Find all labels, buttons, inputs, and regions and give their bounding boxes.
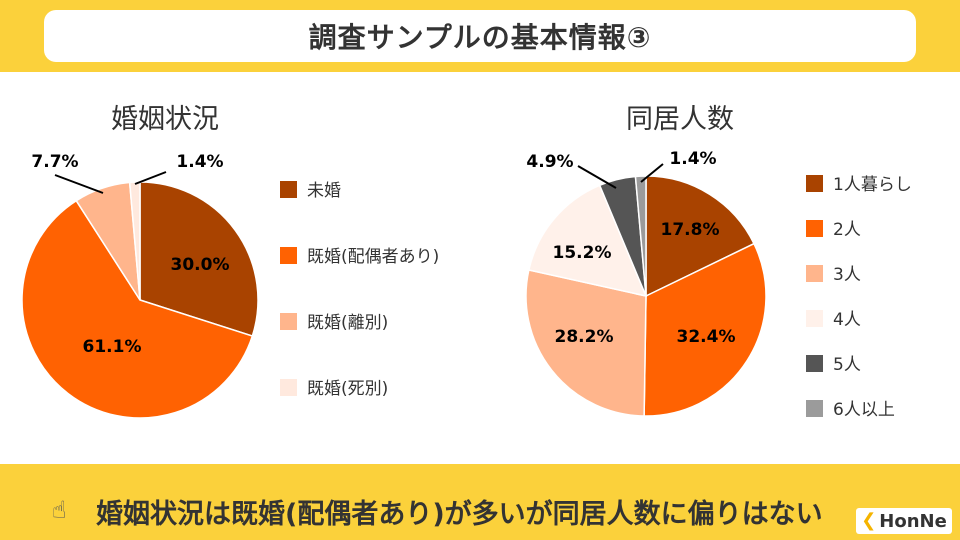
legend-label-3: 既婚(死別) — [307, 379, 388, 399]
legend-label-1: 既婚(配偶者あり) — [307, 247, 439, 267]
legend-label-3: 4人 — [833, 310, 861, 330]
leader-line-3 — [134, 171, 167, 185]
pie-slice-0 — [139, 181, 259, 337]
leader-line-5 — [640, 163, 664, 183]
page-title: 調査サンプルの基本情報③ — [308, 21, 652, 54]
legend-swatch-5 — [806, 400, 823, 417]
data-label-2: 28.2% — [555, 327, 614, 347]
legend-swatch-3 — [280, 379, 297, 396]
data-label-3: 15.2% — [553, 243, 612, 263]
legend-swatch-1 — [280, 247, 297, 264]
chart-title: 婚姻状況 — [111, 104, 219, 135]
summary-message: 婚姻状況は既婚(配偶者あり)が多いが同居人数に偏りはない — [96, 499, 823, 530]
pointing-hand-icon: ☝ — [52, 496, 67, 524]
logo-mark-icon: ❮ — [861, 510, 877, 531]
legend-swatch-3 — [806, 310, 823, 327]
legend-swatch-4 — [806, 355, 823, 372]
summary-bar: ☝ 婚姻状況は既婚(配偶者あり)が多いが同居人数に偏りはない — [0, 478, 960, 540]
data-label-0: 30.0% — [171, 255, 230, 275]
chart-title: 同居人数 — [626, 104, 734, 135]
legend-swatch-0 — [280, 181, 297, 198]
pie-slice-1 — [21, 199, 254, 419]
pie-slice-2 — [525, 269, 647, 417]
pie-slice-3 — [527, 184, 648, 298]
legend-label-5: 6人以上 — [833, 400, 895, 420]
data-label-0: 17.8% — [661, 220, 720, 240]
leader-line-4 — [577, 165, 617, 189]
legend-label-1: 2人 — [833, 220, 861, 240]
data-label-1: 32.4% — [677, 327, 736, 347]
logo-text: HonNe — [879, 510, 947, 532]
legend-label-2: 既婚(離別) — [307, 313, 388, 333]
legend-swatch-2 — [806, 265, 823, 282]
data-label-5: 1.4% — [669, 149, 716, 169]
data-label-2: 7.7% — [31, 152, 78, 172]
title-banner: 調査サンプルの基本情報③ — [44, 10, 916, 62]
legend-swatch-2 — [280, 313, 297, 330]
legend-swatch-1 — [806, 220, 823, 237]
data-label-1: 61.1% — [83, 337, 142, 357]
legend-label-0: 1人暮らし — [833, 175, 912, 195]
leader-line-2 — [54, 174, 104, 194]
legend-label-0: 未婚 — [307, 181, 341, 201]
legend-swatch-0 — [806, 175, 823, 192]
pie-slice-0 — [645, 175, 755, 298]
legend-label-2: 3人 — [833, 265, 861, 285]
honne-logo: ❮ HonNe — [856, 508, 952, 534]
data-label-4: 4.9% — [526, 152, 573, 172]
pie-slice-1 — [643, 242, 767, 417]
pie-slice-5 — [634, 175, 647, 297]
data-label-3: 1.4% — [176, 152, 223, 172]
legend-label-4: 5人 — [833, 355, 861, 375]
